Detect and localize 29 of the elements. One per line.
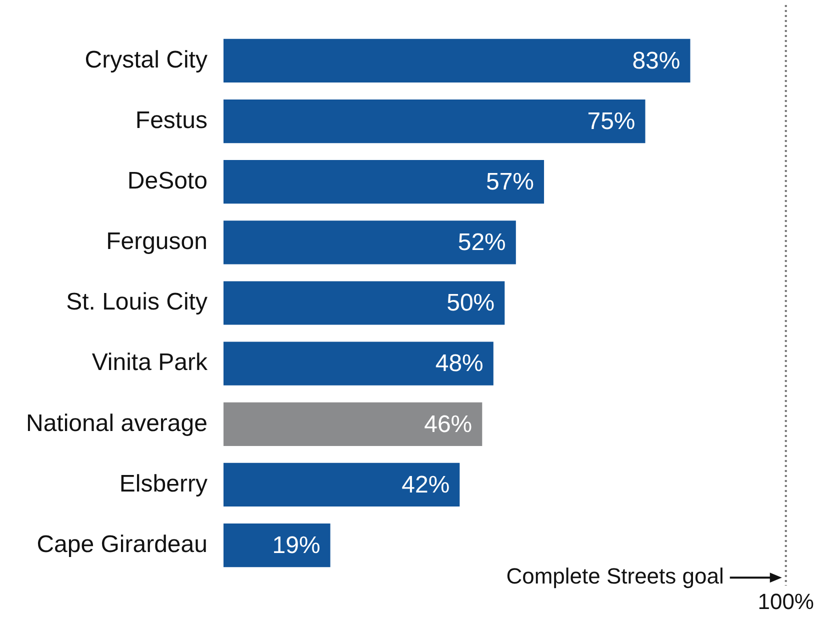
- bar: [223, 402, 482, 446]
- y-tick-label: Cape Girardeau: [36, 530, 208, 558]
- data-label: 83%: [632, 47, 680, 74]
- bar: [223, 99, 646, 144]
- bar: [223, 220, 516, 264]
- y-tick-label: Ferguson: [106, 228, 208, 256]
- data-label: 42%: [402, 471, 450, 498]
- bar: [223, 160, 544, 204]
- ref-line-label: Complete Streets goal: [506, 564, 724, 589]
- x-tick-label: 100%: [758, 588, 814, 614]
- data-label: 48%: [435, 350, 484, 378]
- bar: [223, 281, 505, 325]
- y-tick-label: St. Louis City: [66, 288, 208, 316]
- data-label: 75%: [587, 108, 636, 135]
- data-label: 50%: [446, 290, 495, 317]
- bar: [223, 342, 494, 386]
- data-label: 19%: [272, 532, 320, 559]
- y-tick-label: DeSoto: [127, 167, 208, 194]
- data-label: 52%: [458, 229, 506, 256]
- bar: [223, 38, 690, 82]
- data-label: 46%: [424, 410, 472, 438]
- data-label: 57%: [486, 168, 534, 196]
- bar: [223, 524, 330, 568]
- y-tick-label: National average: [26, 410, 208, 437]
- y-tick-label: Elsberry: [119, 470, 208, 498]
- y-tick-label: Festus: [135, 106, 208, 134]
- bar: [223, 462, 460, 507]
- y-tick-label: Crystal City: [84, 46, 208, 74]
- y-tick-label: Vinita Park: [92, 349, 208, 376]
